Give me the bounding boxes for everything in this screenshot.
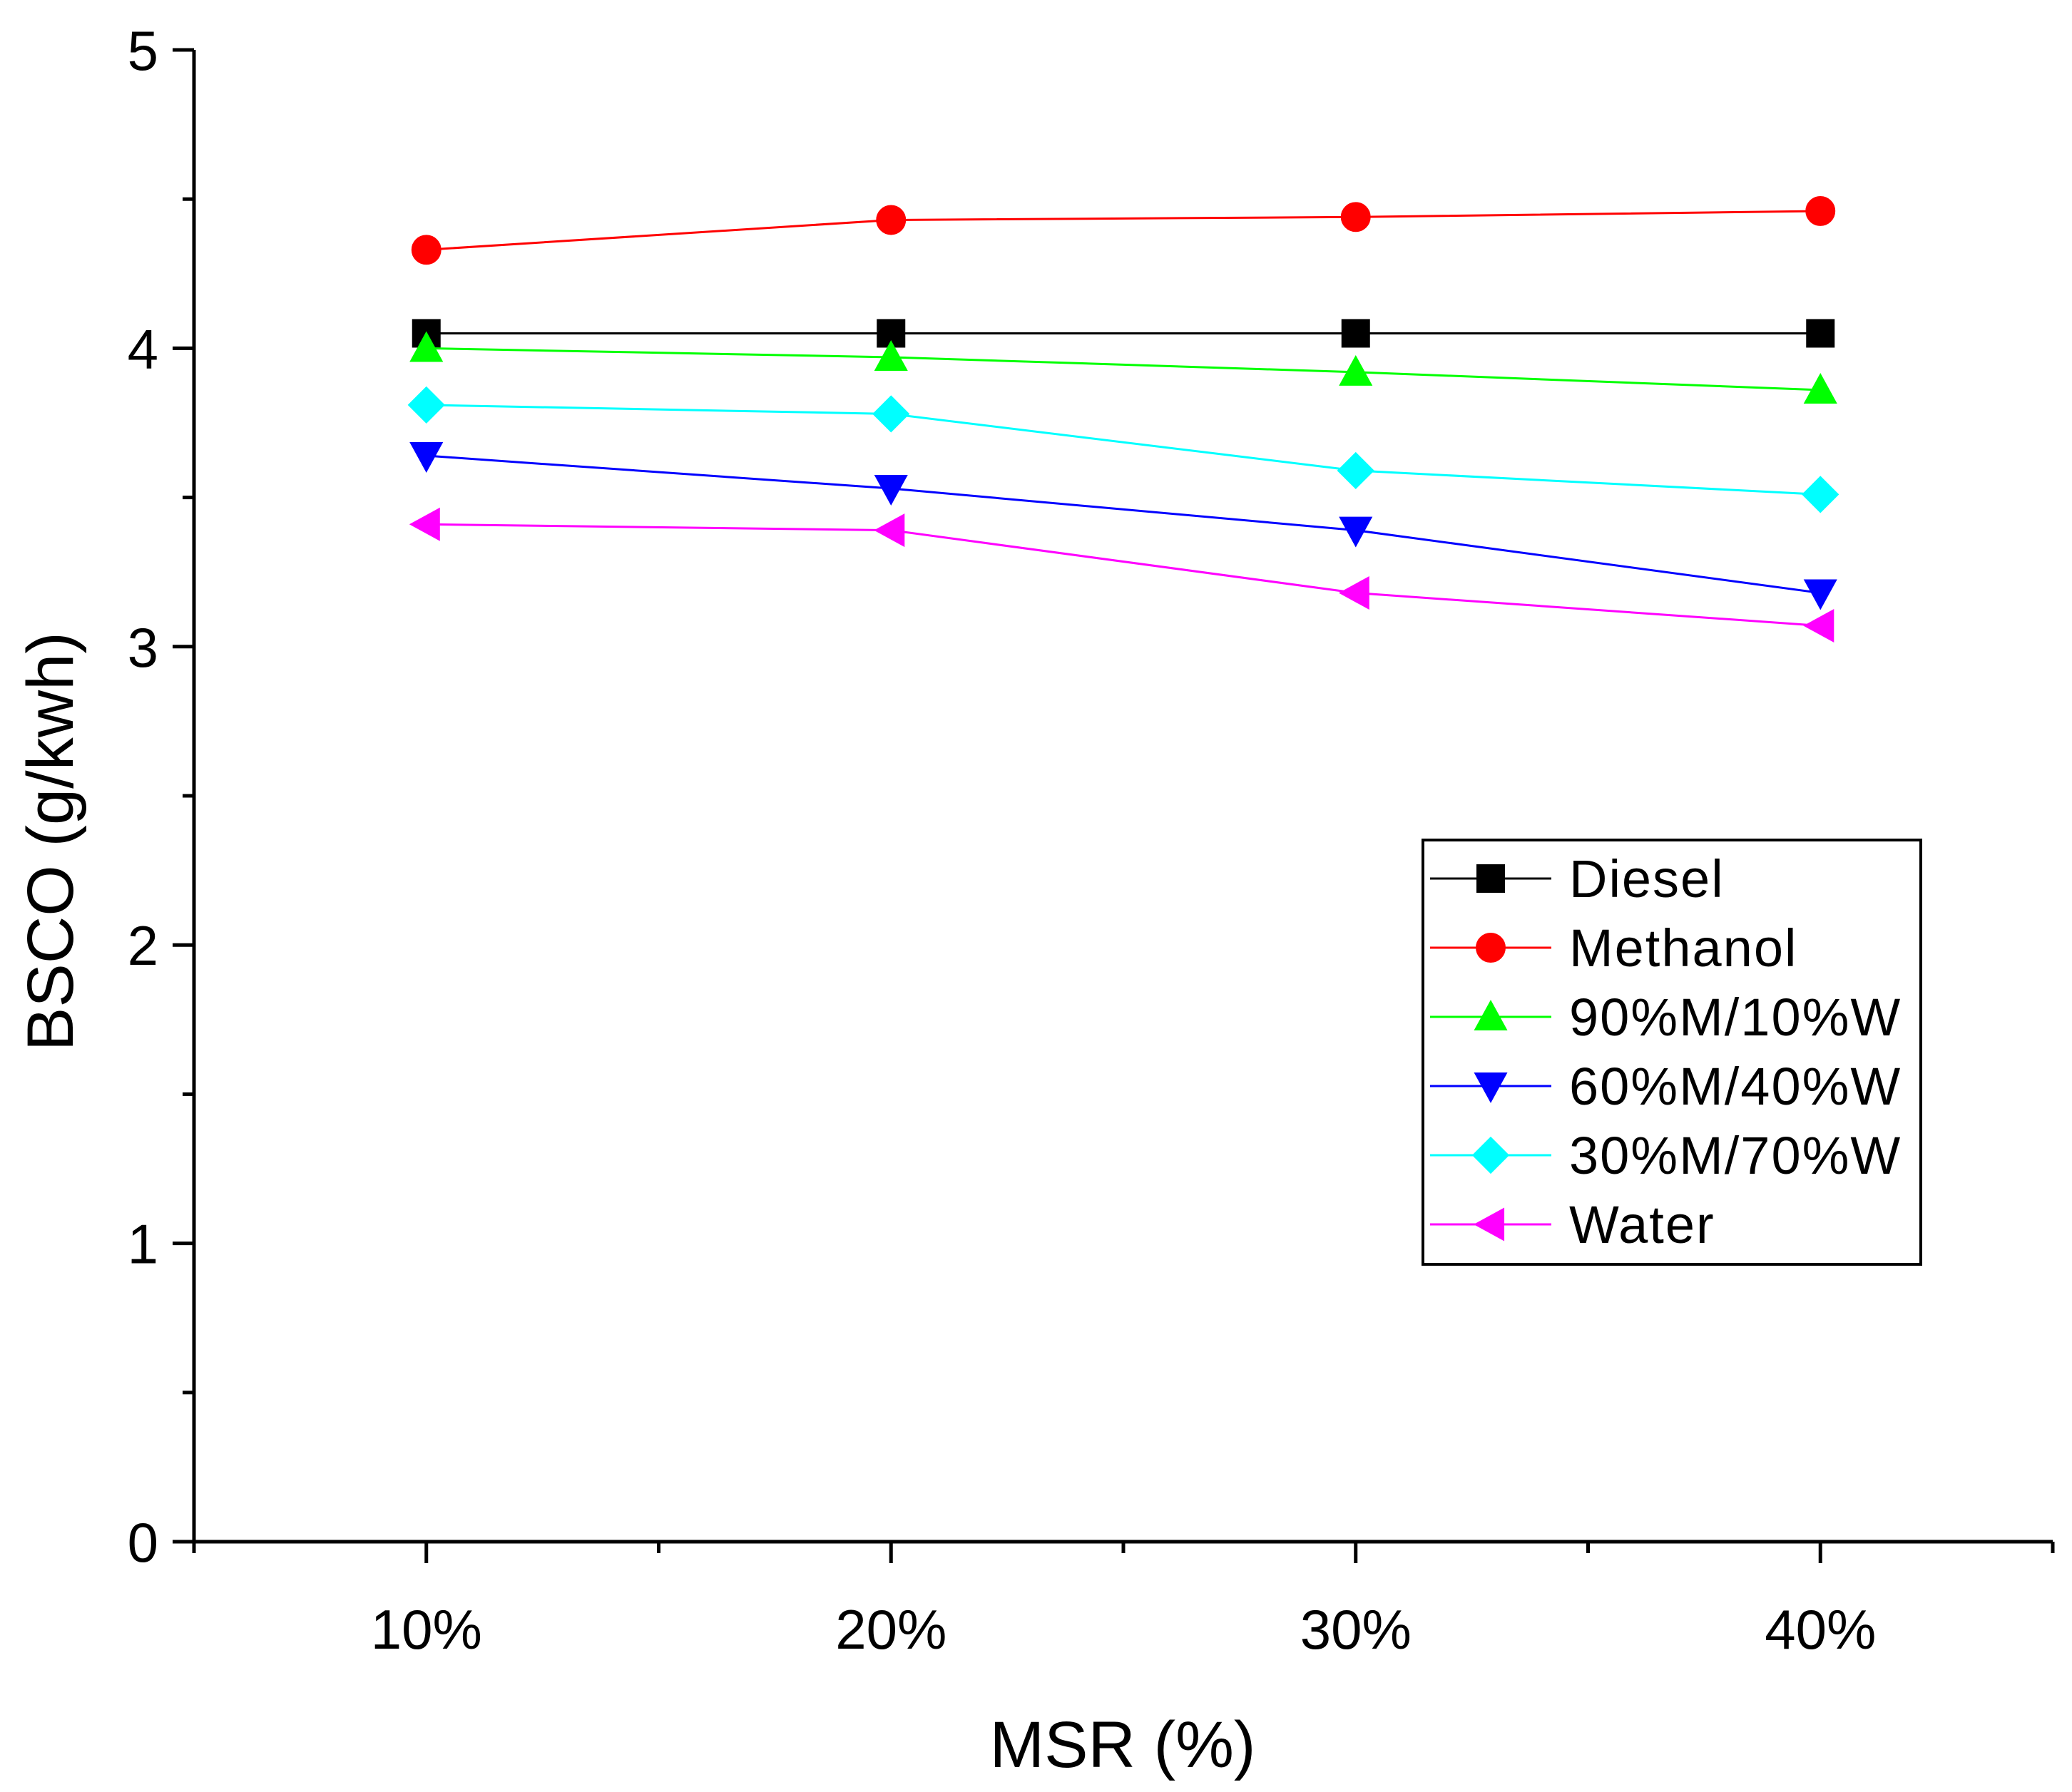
x-tick-label: 40% <box>1765 1598 1876 1661</box>
x-axis-title: MSR (%) <box>989 1709 1255 1781</box>
data-point-60-m-40-w <box>409 441 444 473</box>
data-point-90-m-10-w <box>874 340 908 372</box>
data-point-90-m-10-w <box>1339 354 1373 386</box>
x-tick-label: 10% <box>371 1598 482 1661</box>
y-axis-title: BSCO (g/kwh) <box>14 632 87 1051</box>
legend-box <box>1422 839 1922 1266</box>
series-line-30-m-70-w <box>426 404 1821 496</box>
x-tick-label: 20% <box>835 1598 946 1661</box>
y-tick-label: 2 <box>128 914 158 977</box>
axes: 0 1 2 3 4 5 10% 20% 30% 40% <box>128 19 2055 1661</box>
legend-marker-30-m-70-w <box>1471 1136 1510 1174</box>
data-point-60-m-40-w <box>1339 516 1373 548</box>
data-point-diesel <box>1341 319 1370 348</box>
y-tick-label: 4 <box>128 317 158 380</box>
series-diesel <box>412 319 1835 348</box>
legend-marker-60-m-40-w <box>1474 1072 1508 1103</box>
data-point-60-m-40-w <box>1803 579 1837 610</box>
data-point-water <box>1803 608 1834 643</box>
y-tick-label: 1 <box>128 1213 158 1276</box>
data-point-methanol <box>1805 195 1836 226</box>
data-point-water <box>1338 575 1369 610</box>
series-line-methanol <box>426 210 1821 251</box>
legend-marker-90-m-10-w <box>1474 1000 1508 1031</box>
series-line-water <box>426 523 1821 628</box>
data-point-water <box>874 513 905 548</box>
x-tick-label: 30% <box>1300 1598 1412 1661</box>
legend: Diesel Methanol 90%M/10%W 60%M/40%W 30%M/70%… <box>1422 839 1922 1266</box>
series-60-m-40-w <box>409 441 1837 610</box>
data-point-30-m-70-w <box>407 386 445 424</box>
series-water <box>409 507 1834 643</box>
legend-item-60-m-40-w: 60%M/40%W <box>1430 1057 1902 1116</box>
y-tick-label: 5 <box>128 19 158 82</box>
data-point-30-m-70-w <box>1337 451 1374 490</box>
data-point-30-m-70-w <box>872 395 910 433</box>
legend-marker-water <box>1474 1207 1505 1241</box>
data-point-methanol <box>411 235 442 265</box>
data-point-methanol <box>876 205 907 235</box>
data-point-diesel <box>1806 319 1835 348</box>
series-30-m-70-w <box>407 386 1839 513</box>
legend-label-30-m-70-w: 30%M/70%W <box>1569 1126 1902 1185</box>
data-point-methanol <box>1340 202 1371 232</box>
data-point-90-m-10-w <box>1803 373 1837 404</box>
legend-item-methanol: Methanol <box>1430 918 1797 978</box>
series-90-m-10-w <box>409 331 1837 404</box>
legend-marker-methanol <box>1476 933 1506 963</box>
legend-marker-diesel <box>1476 864 1505 893</box>
series-line-90-m-10-w <box>426 347 1821 391</box>
legend-item-diesel: Diesel <box>1430 849 1725 908</box>
y-tick-label: 0 <box>128 1511 158 1574</box>
series-layer <box>407 195 1839 643</box>
legend-item-90-m-10-w: 90%M/10%W <box>1430 988 1902 1047</box>
data-point-60-m-40-w <box>874 474 908 506</box>
legend-label-water: Water <box>1569 1195 1715 1254</box>
legend-label-60-m-40-w: 60%M/40%W <box>1569 1057 1902 1116</box>
data-point-90-m-10-w <box>409 331 444 362</box>
legend-item-30-m-70-w: 30%M/70%W <box>1430 1126 1902 1185</box>
series-line-60-m-40-w <box>426 454 1821 594</box>
y-tick-label: 3 <box>128 616 158 679</box>
series-methanol <box>411 195 1836 265</box>
legend-label-diesel: Diesel <box>1569 849 1725 908</box>
legend-item-water: Water <box>1430 1195 1715 1254</box>
legend-label-90-m-10-w: 90%M/10%W <box>1569 988 1902 1047</box>
data-point-water <box>409 507 440 541</box>
data-point-30-m-70-w <box>1802 476 1839 513</box>
legend-label-methanol: Methanol <box>1569 918 1797 978</box>
